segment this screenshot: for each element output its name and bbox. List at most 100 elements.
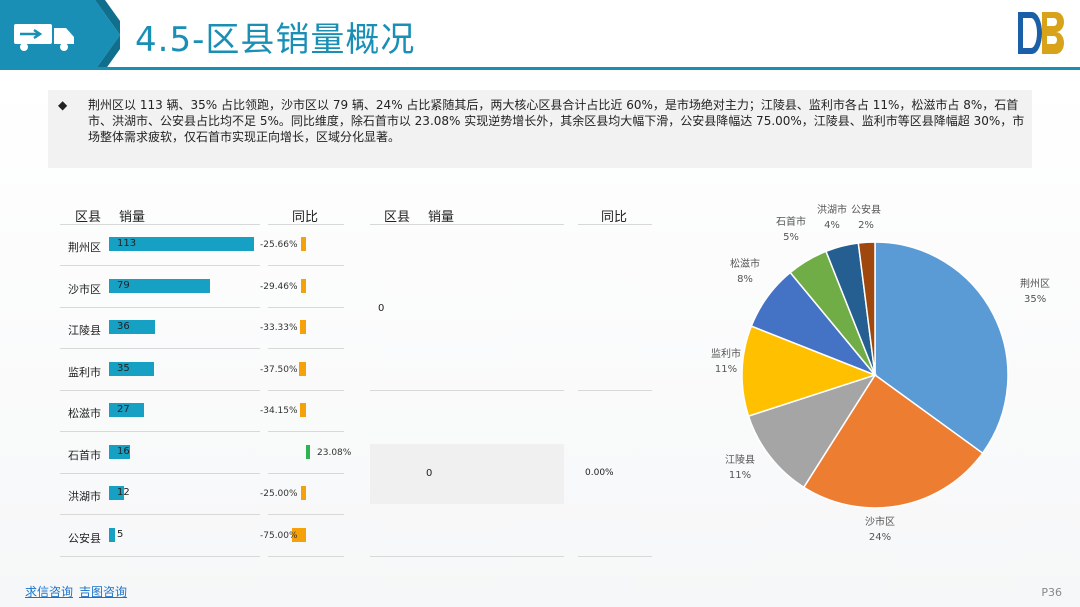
yoy-bar <box>300 278 306 293</box>
pie-slice <box>874 241 1009 455</box>
table2-header-yoy: 同比 <box>601 210 628 225</box>
table-row-district: 公安县 <box>68 531 101 545</box>
sales-bar <box>109 444 130 459</box>
bullet-icon: ◆ <box>58 98 68 112</box>
table1-header-rule <box>268 224 344 225</box>
yoy-bar <box>299 403 306 417</box>
pie-slice <box>857 241 876 376</box>
pie-percent-label: 4% <box>824 220 840 231</box>
yoy-bar <box>301 486 306 500</box>
table2-shaded-row <box>370 444 564 504</box>
sales-bar <box>109 237 254 251</box>
yoy-value: -34.15% <box>260 406 298 416</box>
table-row-rule <box>60 306 260 308</box>
yoy-value: -75.00% <box>260 530 298 541</box>
table-row-rule <box>268 514 344 515</box>
yoy-value: -33.33% <box>260 323 298 333</box>
table-row-rule <box>60 265 260 266</box>
table-row-rule <box>268 265 344 266</box>
pie-category-label: 石首市 <box>776 215 806 228</box>
table2-row-rule <box>578 390 652 391</box>
pie-category-label: 荆州区 <box>1020 277 1050 290</box>
sales-bar <box>109 527 116 542</box>
table-row-rule <box>268 389 344 391</box>
yoy-value: -37.50% <box>260 364 298 375</box>
header-banner <box>0 0 120 70</box>
table1-header-yoy: 同比 <box>292 210 319 225</box>
table-row-rule <box>60 431 260 432</box>
footer-link-jitu[interactable]: 吉图咨询 <box>79 585 128 599</box>
sales-value: 12 <box>117 487 130 498</box>
pie-percent-label: 35% <box>1024 294 1046 305</box>
yoy-bar <box>299 361 306 376</box>
table2-yoy-value: 0.00% <box>585 468 614 478</box>
sales-bar <box>109 486 125 500</box>
table1-header-sales: 销量 <box>119 210 146 225</box>
sales-bar <box>109 361 154 376</box>
table2-row-rule <box>370 390 564 391</box>
table-row-rule <box>60 389 260 391</box>
yoy-bar <box>299 320 306 334</box>
pie-percent-label: 11% <box>715 364 737 375</box>
pie-percent-label: 8% <box>737 274 753 285</box>
footer-links: 求信咨询 吉图咨询 <box>25 583 133 600</box>
table-row-district: 沙市区 <box>68 282 101 296</box>
table-row-district: 松滋市 <box>68 407 101 420</box>
sales-value: 36 <box>117 321 130 332</box>
table1-header-rule <box>60 224 260 225</box>
yoy-value: -25.66% <box>260 240 298 250</box>
pie-percent-label: 24% <box>869 532 891 543</box>
pie-category-label: 江陵县 <box>725 454 755 466</box>
table-row-district: 洪湖市 <box>68 490 101 503</box>
sales-value: 79 <box>117 279 130 291</box>
yoy-value: -29.46% <box>260 281 298 292</box>
sales-value: 35 <box>117 362 130 374</box>
pie-category-label: 监利市 <box>711 347 741 360</box>
sales-value: 16 <box>117 445 130 457</box>
table-row-rule <box>268 555 344 557</box>
sales-bar <box>109 320 156 334</box>
pie-slice <box>802 373 984 509</box>
table-row-rule <box>60 472 260 474</box>
table-row-district: 江陵县 <box>68 324 101 337</box>
pie-category-label: 公安县 <box>851 203 881 216</box>
table-row-rule <box>268 306 344 308</box>
table2-header-district: 区县 <box>384 210 411 225</box>
pie-chart: 荆州区 35% 沙市区 24% 江陵县 11% 监利市 11% 松滋市 8% 石首市 5% 洪湖市 4% 公… <box>711 203 1050 543</box>
sales-value: 27 <box>117 404 130 415</box>
table-row-rule <box>60 555 260 557</box>
sales-bar <box>109 278 211 293</box>
sales-value: 5 <box>117 528 124 540</box>
yoy-bar <box>301 237 306 251</box>
pie-slice <box>741 325 878 418</box>
table-row-rule <box>60 514 260 515</box>
table2-row-rule <box>578 556 652 557</box>
header-divider <box>0 67 1080 70</box>
table2-value: 0 <box>426 468 433 479</box>
table-row-rule <box>60 348 260 349</box>
footer-link-qiuxin[interactable]: 求信咨询 <box>25 585 74 599</box>
brand-logo <box>1018 12 1064 54</box>
yoy-bar <box>306 444 310 459</box>
pie-category-label: 沙市区 <box>865 515 895 528</box>
table2-value: 0 <box>378 303 385 314</box>
table-row-district: 监利市 <box>68 365 101 379</box>
yoy-value: -25.00% <box>260 489 298 499</box>
pie-category-label: 洪湖市 <box>817 203 847 216</box>
pie-category-label: 松滋市 <box>730 257 760 270</box>
table-row-district: 石首市 <box>68 448 101 462</box>
page-number: P36 <box>1041 586 1062 599</box>
summary-text: 荆州区以 113 辆、35% 占比领跑，沙市区以 79 辆、24% 占比紧随其后… <box>88 98 1025 144</box>
table-row-rule <box>268 431 344 432</box>
sales-value: 113 <box>117 238 137 249</box>
table-row-district: 荆州区 <box>68 241 101 254</box>
sales-bar <box>109 403 144 417</box>
table2-header-sales: 销量 <box>428 210 455 225</box>
summary-panel <box>48 90 1032 168</box>
yoy-value: 23.08% <box>317 447 352 458</box>
pie-slice <box>747 373 877 489</box>
table2-row-rule <box>370 556 564 557</box>
pie-percent-label: 2% <box>858 220 874 231</box>
table1-header-district: 区县 <box>75 210 102 225</box>
table2-header-rule <box>370 224 564 225</box>
